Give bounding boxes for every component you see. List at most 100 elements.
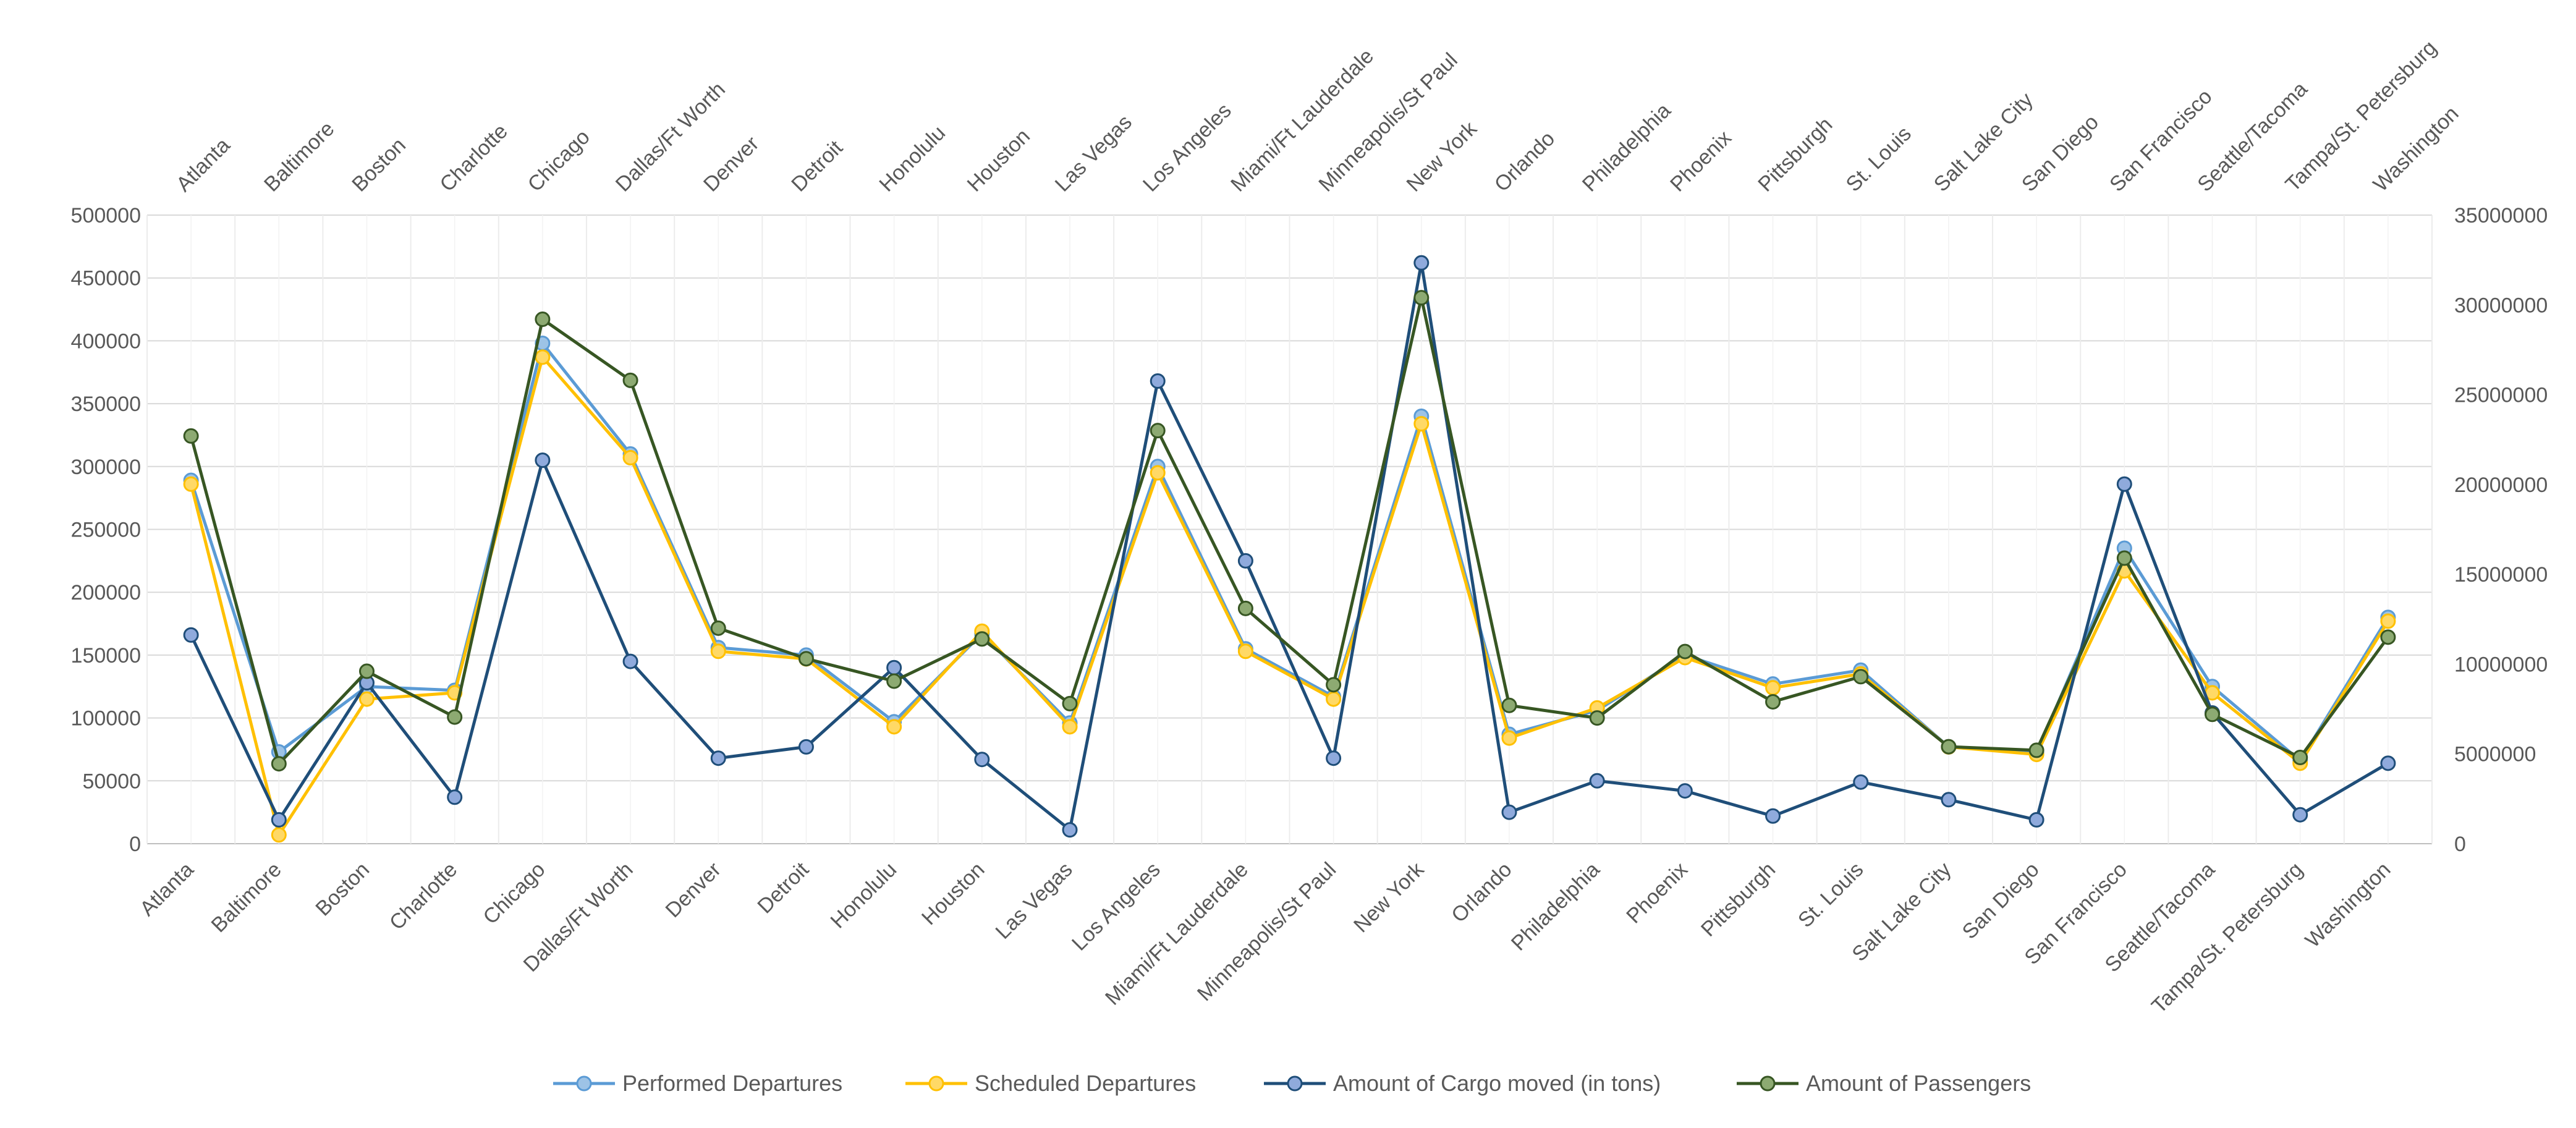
data-point xyxy=(2380,755,2396,771)
bottom-category-label: Washington xyxy=(2301,858,2396,952)
data-point xyxy=(1501,730,1517,746)
left-axis-tick-label: 300000 xyxy=(71,456,141,479)
top-category-label: Boston xyxy=(347,134,410,197)
top-category-label: Chicago xyxy=(523,125,595,197)
bottom-category-label: Orlando xyxy=(1447,858,1516,927)
data-point xyxy=(2292,807,2308,823)
bottom-category-label: Los Angeles xyxy=(1067,858,1165,956)
data-point xyxy=(1237,643,1253,659)
data-point xyxy=(1413,290,1430,306)
data-point xyxy=(2380,629,2396,645)
bottom-category-label: Detroit xyxy=(753,857,813,918)
top-category-label: New York xyxy=(1402,117,1482,197)
legend: Performed Departures Scheduled Departures… xyxy=(553,1071,2031,1096)
top-category-label: Miami/Ft Lauderdale xyxy=(1226,45,1378,197)
top-category-label: Honolulu xyxy=(875,121,950,197)
data-point xyxy=(535,349,551,365)
left-axis-tick-label: 0 xyxy=(129,833,141,856)
top-category-label: Atlanta xyxy=(172,134,235,197)
data-point xyxy=(1765,680,1781,696)
legend-label: Amount of Cargo moved (in tons) xyxy=(1333,1071,1661,1096)
left-axis-tick-label: 150000 xyxy=(71,644,141,668)
data-point xyxy=(1062,695,1078,711)
left-axis-tick-label: 500000 xyxy=(71,204,141,227)
data-point xyxy=(271,812,287,828)
top-category-label: Philadelphia xyxy=(1578,99,1676,197)
data-point xyxy=(535,452,551,469)
data-point xyxy=(183,476,199,492)
data-point xyxy=(183,428,199,444)
data-point xyxy=(1413,255,1430,271)
legend-swatch-marker xyxy=(928,1075,944,1092)
bottom-category-label: New York xyxy=(1349,857,1429,937)
right-axis: 0 5000000 10000000 15000000 20000000 25000000… xyxy=(2454,204,2548,856)
bottom-category-label: Philadelphia xyxy=(1507,858,1604,956)
data-point xyxy=(1941,739,1957,755)
data-point xyxy=(358,663,375,679)
left-axis-tick-label: 350000 xyxy=(71,392,141,416)
data-point xyxy=(1853,669,1869,685)
legend-label: Performed Departures xyxy=(622,1071,842,1096)
data-point xyxy=(974,631,990,647)
bottom-category-label: Houston xyxy=(917,858,989,930)
data-point xyxy=(2205,706,2221,723)
top-category-label: Detroit xyxy=(787,136,847,197)
bottom-category-label: Pittsburgh xyxy=(1697,858,1780,941)
legend-swatch-marker xyxy=(576,1075,592,1092)
data-point xyxy=(1413,416,1430,432)
data-point xyxy=(1677,643,1693,659)
right-axis-tick-label: 20000000 xyxy=(2454,473,2548,497)
right-axis-tick-label: 15000000 xyxy=(2454,563,2548,587)
data-point xyxy=(1501,804,1517,820)
right-axis-tick-label: 25000000 xyxy=(2454,384,2548,407)
legend-swatch-marker xyxy=(1760,1075,1776,1092)
data-point xyxy=(535,312,551,328)
legend-item: Scheduled Departures xyxy=(905,1071,1196,1096)
data-point xyxy=(1677,783,1693,799)
data-point xyxy=(271,827,287,843)
series-line xyxy=(189,296,2389,766)
data-point xyxy=(1941,792,1957,808)
data-point xyxy=(798,739,814,755)
left-axis-tick-label: 200000 xyxy=(71,581,141,604)
bottom-category-label: Atlanta xyxy=(135,858,198,921)
data-point xyxy=(1589,773,1605,789)
data-point xyxy=(1853,774,1869,790)
top-category-label: Las Vegas xyxy=(1051,111,1137,197)
data-point xyxy=(1150,373,1166,389)
data-point xyxy=(710,750,726,766)
data-point xyxy=(1765,808,1781,824)
series-line xyxy=(189,355,2390,837)
data-point xyxy=(2116,476,2132,492)
gridlines xyxy=(146,214,2433,844)
data-point xyxy=(1150,423,1166,439)
top-category-label: Washington xyxy=(2369,102,2464,197)
data-point xyxy=(886,719,902,735)
data-point xyxy=(974,752,990,768)
data-point xyxy=(622,450,638,466)
data-point xyxy=(2380,613,2396,629)
data-point xyxy=(1326,677,1342,693)
right-axis-tick-label: 10000000 xyxy=(2454,653,2548,676)
data-point xyxy=(1062,719,1078,735)
left-axis: 0 50000 100000 150000 200000 250000 300000 3500… xyxy=(71,204,141,856)
data-point xyxy=(798,651,814,667)
data-point xyxy=(710,643,726,659)
data-point xyxy=(2028,812,2044,828)
bottom-category-label: Boston xyxy=(311,858,374,921)
data-point xyxy=(1589,710,1605,726)
data-point xyxy=(2292,750,2308,766)
data-point xyxy=(886,659,902,676)
legend-label: Scheduled Departures xyxy=(975,1071,1196,1096)
bottom-category-label: Honolulu xyxy=(826,858,902,933)
data-point xyxy=(1062,822,1078,838)
left-axis-tick-label: 100000 xyxy=(71,707,141,731)
data-point xyxy=(447,709,463,725)
series-line xyxy=(189,261,2389,832)
top-category-label: Los Angeles xyxy=(1138,99,1236,197)
data-point xyxy=(1237,553,1253,569)
left-axis-tick-label: 250000 xyxy=(71,519,141,542)
legend-item: Performed Departures xyxy=(553,1071,842,1096)
